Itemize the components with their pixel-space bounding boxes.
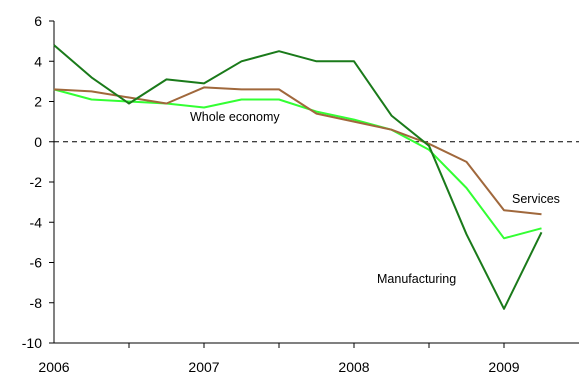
y-tick-label: -10 xyxy=(22,335,42,351)
series-line-whole-economy xyxy=(53,88,542,240)
x-tick-label: 2008 xyxy=(338,359,369,375)
y-tick-label: -8 xyxy=(30,295,43,311)
y-tick-label: -4 xyxy=(30,214,43,230)
x-tick-label: 2007 xyxy=(188,359,219,375)
axes: 6 4 2 0 -2 -4 -6 -8 -10 2006 2007 2008 2009 xyxy=(22,13,579,375)
y-tick-label: -2 xyxy=(30,174,43,190)
series-layer xyxy=(53,44,543,310)
y-tick-label: 0 xyxy=(34,134,42,150)
series-label-services: Services xyxy=(512,192,560,206)
series-label-manufacturing: Manufacturing xyxy=(377,272,456,286)
x-tick-label: 2006 xyxy=(38,359,69,375)
y-tick-label: 6 xyxy=(34,13,42,29)
series-line-manufacturing xyxy=(53,44,543,310)
y-tick-label: 4 xyxy=(34,53,42,69)
series-label-whole-economy: Whole economy xyxy=(190,110,280,124)
y-tick-label: 2 xyxy=(34,94,42,110)
series-labels: Whole economy Services Manufacturing xyxy=(190,110,560,286)
y-tick-label: -6 xyxy=(30,255,43,271)
x-tick-label: 2009 xyxy=(488,359,519,375)
